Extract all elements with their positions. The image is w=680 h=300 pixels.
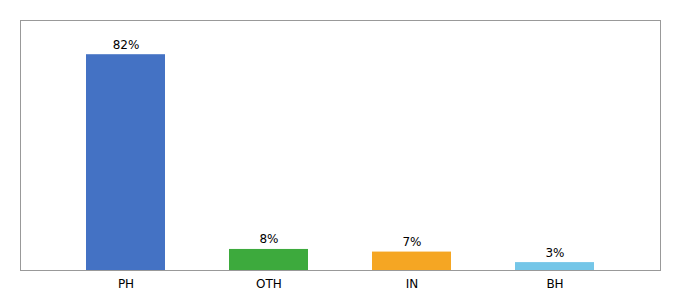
svg-text:7%: 7% xyxy=(402,235,421,249)
svg-text:IN: IN xyxy=(406,277,419,291)
svg-text:PH: PH xyxy=(118,277,134,291)
svg-text:8%: 8% xyxy=(259,232,278,246)
svg-text:OTH: OTH xyxy=(256,277,282,291)
svg-text:BH: BH xyxy=(546,277,563,291)
svg-text:3%: 3% xyxy=(545,246,564,260)
svg-text:82%: 82% xyxy=(113,38,140,52)
